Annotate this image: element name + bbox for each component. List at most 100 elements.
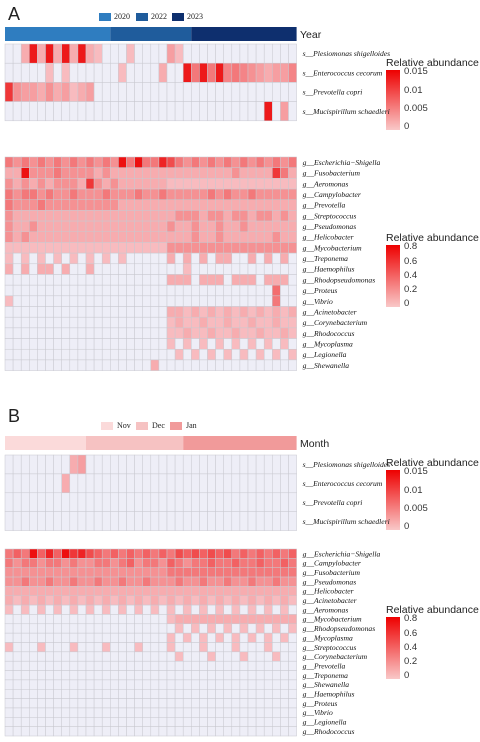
heatmap-cell <box>199 660 208 671</box>
heatmap-cell <box>239 651 249 662</box>
heatmap-cell <box>223 43 233 64</box>
heatmap-cell <box>158 576 168 587</box>
heatmap-cell <box>166 252 176 265</box>
heatmap-cell <box>174 707 184 718</box>
heatmap-cell <box>126 726 135 737</box>
heatmap-cell <box>118 698 127 709</box>
heatmap-cell <box>4 231 14 243</box>
heatmap-cell <box>150 101 160 122</box>
heatmap-cell <box>134 707 143 718</box>
heatmap-cell <box>207 632 216 643</box>
heatmap-cell <box>93 632 103 643</box>
heatmap-cell <box>118 586 127 597</box>
heatmap-cell <box>247 558 257 568</box>
heatmap-cell <box>239 473 249 494</box>
heatmap-cell <box>182 156 192 168</box>
heatmap-cell <box>29 707 38 718</box>
heatmap-cell <box>247 231 257 243</box>
heatmap-cell <box>37 670 46 681</box>
heatmap-cell <box>174 167 184 179</box>
heatmap-cell <box>93 274 103 286</box>
heatmap-cell <box>280 359 289 371</box>
heatmap-cell <box>166 274 176 286</box>
heatmap-cell <box>255 511 265 531</box>
heatmap-cell <box>166 679 176 690</box>
heatmap-cell <box>134 614 143 625</box>
heatmap-cell <box>101 210 111 222</box>
heatmap-cell <box>118 284 127 297</box>
heatmap-cell <box>45 679 54 690</box>
heatmap-cell <box>53 274 62 286</box>
heatmap-cell <box>77 220 87 233</box>
heatmap-cell <box>263 295 273 307</box>
heatmap-cell <box>45 670 54 681</box>
heatmap-cell <box>199 614 208 625</box>
heatmap-cell <box>12 623 22 634</box>
heatmap-cell <box>158 188 168 200</box>
heatmap-cell <box>126 642 135 653</box>
heatmap-cell <box>126 274 135 286</box>
heatmap-cell <box>231 567 241 578</box>
heatmap-cell <box>20 586 30 597</box>
heatmap-cell <box>142 604 152 615</box>
heatmap-cell <box>215 595 224 606</box>
heatmap-cell <box>272 492 281 512</box>
heatmap-cell <box>61 707 71 718</box>
heatmap-cell <box>69 679 79 690</box>
heatmap-cell <box>118 167 127 179</box>
heatmap-cell <box>215 511 224 531</box>
heatmap-cell <box>93 473 103 494</box>
heatmap-cell <box>207 82 216 102</box>
annotation-band-2023 <box>191 27 297 41</box>
heatmap-cell <box>182 632 192 643</box>
row-label: g__Fusobacterium <box>303 568 361 577</box>
heatmap-cell <box>142 306 152 318</box>
heatmap-cell <box>239 614 249 625</box>
heatmap-cell <box>263 359 273 371</box>
heatmap-cell <box>231 604 241 615</box>
heatmap-cell <box>158 210 168 222</box>
heatmap-cell <box>223 492 233 512</box>
heatmap-cell <box>110 670 119 681</box>
heatmap-cell <box>85 473 95 494</box>
heatmap-cell <box>69 473 79 494</box>
heatmap-cell <box>126 651 135 662</box>
heatmap-cell <box>4 642 14 653</box>
heatmap-cell <box>272 199 281 211</box>
heatmap-cell <box>255 623 265 634</box>
heatmap-cell <box>239 632 249 643</box>
heatmap-cell <box>231 82 241 102</box>
heatmap-cell <box>29 604 38 615</box>
heatmap-cell <box>142 252 152 265</box>
heatmap-cell <box>93 670 103 681</box>
heatmap-cell <box>166 698 176 709</box>
heatmap-cell <box>231 670 241 681</box>
heatmap-cell <box>53 178 62 190</box>
heatmap-cell <box>231 210 241 222</box>
heatmap-cell <box>150 210 160 222</box>
heatmap-cell <box>158 698 168 709</box>
heatmap-cell <box>134 660 143 671</box>
heatmap-cell <box>69 717 79 727</box>
heatmap-cell <box>77 511 87 531</box>
heatmap-cell <box>142 188 152 200</box>
heatmap-cell <box>215 295 224 307</box>
heatmap-cell <box>263 306 273 318</box>
row-label: g__Helicobacter <box>303 233 354 242</box>
heatmap-cell <box>207 327 216 339</box>
heatmap-cell <box>215 178 224 190</box>
heatmap-cell <box>126 492 135 512</box>
heatmap-cell <box>134 492 143 512</box>
heatmap-cell <box>166 220 176 233</box>
key-swatch-2022 <box>136 13 148 21</box>
heatmap-cell <box>215 679 224 690</box>
row-label: g__Proteus <box>303 699 338 708</box>
heatmap-cell <box>12 586 22 597</box>
heatmap-cell <box>231 359 241 371</box>
heatmap-cell <box>110 338 119 350</box>
heatmap-cell <box>134 689 143 699</box>
heatmap-cell <box>20 284 30 297</box>
heatmap-cell <box>134 576 143 587</box>
heatmap-cell <box>239 82 249 102</box>
heatmap-cell <box>263 492 273 512</box>
